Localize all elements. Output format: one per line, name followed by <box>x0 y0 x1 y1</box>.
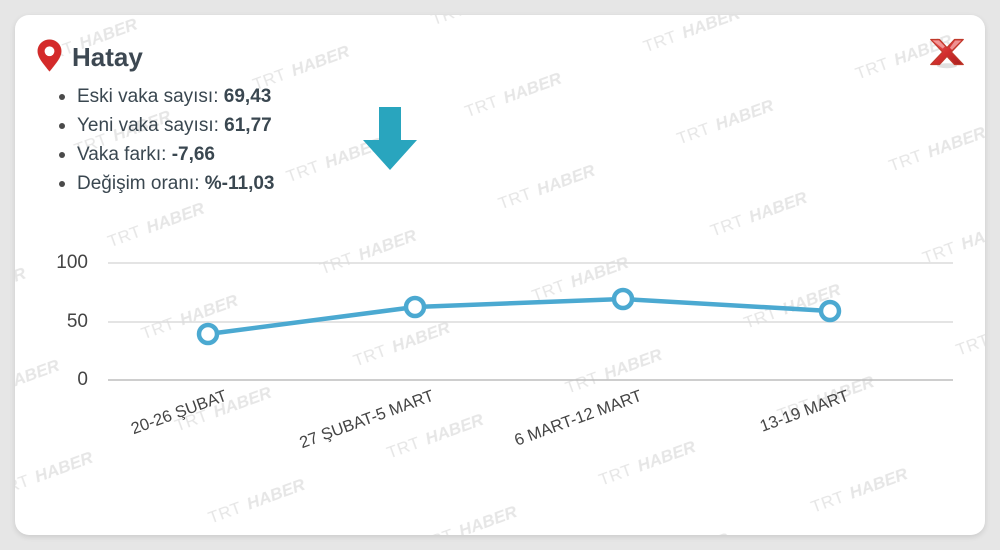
svg-text:13-19 MART: 13-19 MART <box>758 387 852 436</box>
svg-text:6 MART-12 MART: 6 MART-12 MART <box>512 387 644 450</box>
svg-text:20-26 ŞUBAT: 20-26 ŞUBAT <box>129 387 230 438</box>
svg-text:50: 50 <box>67 311 88 332</box>
svg-text:100: 100 <box>56 252 88 273</box>
svg-text:27 ŞUBAT-5 MART: 27 ŞUBAT-5 MART <box>297 387 436 452</box>
svg-text:0: 0 <box>77 369 88 390</box>
